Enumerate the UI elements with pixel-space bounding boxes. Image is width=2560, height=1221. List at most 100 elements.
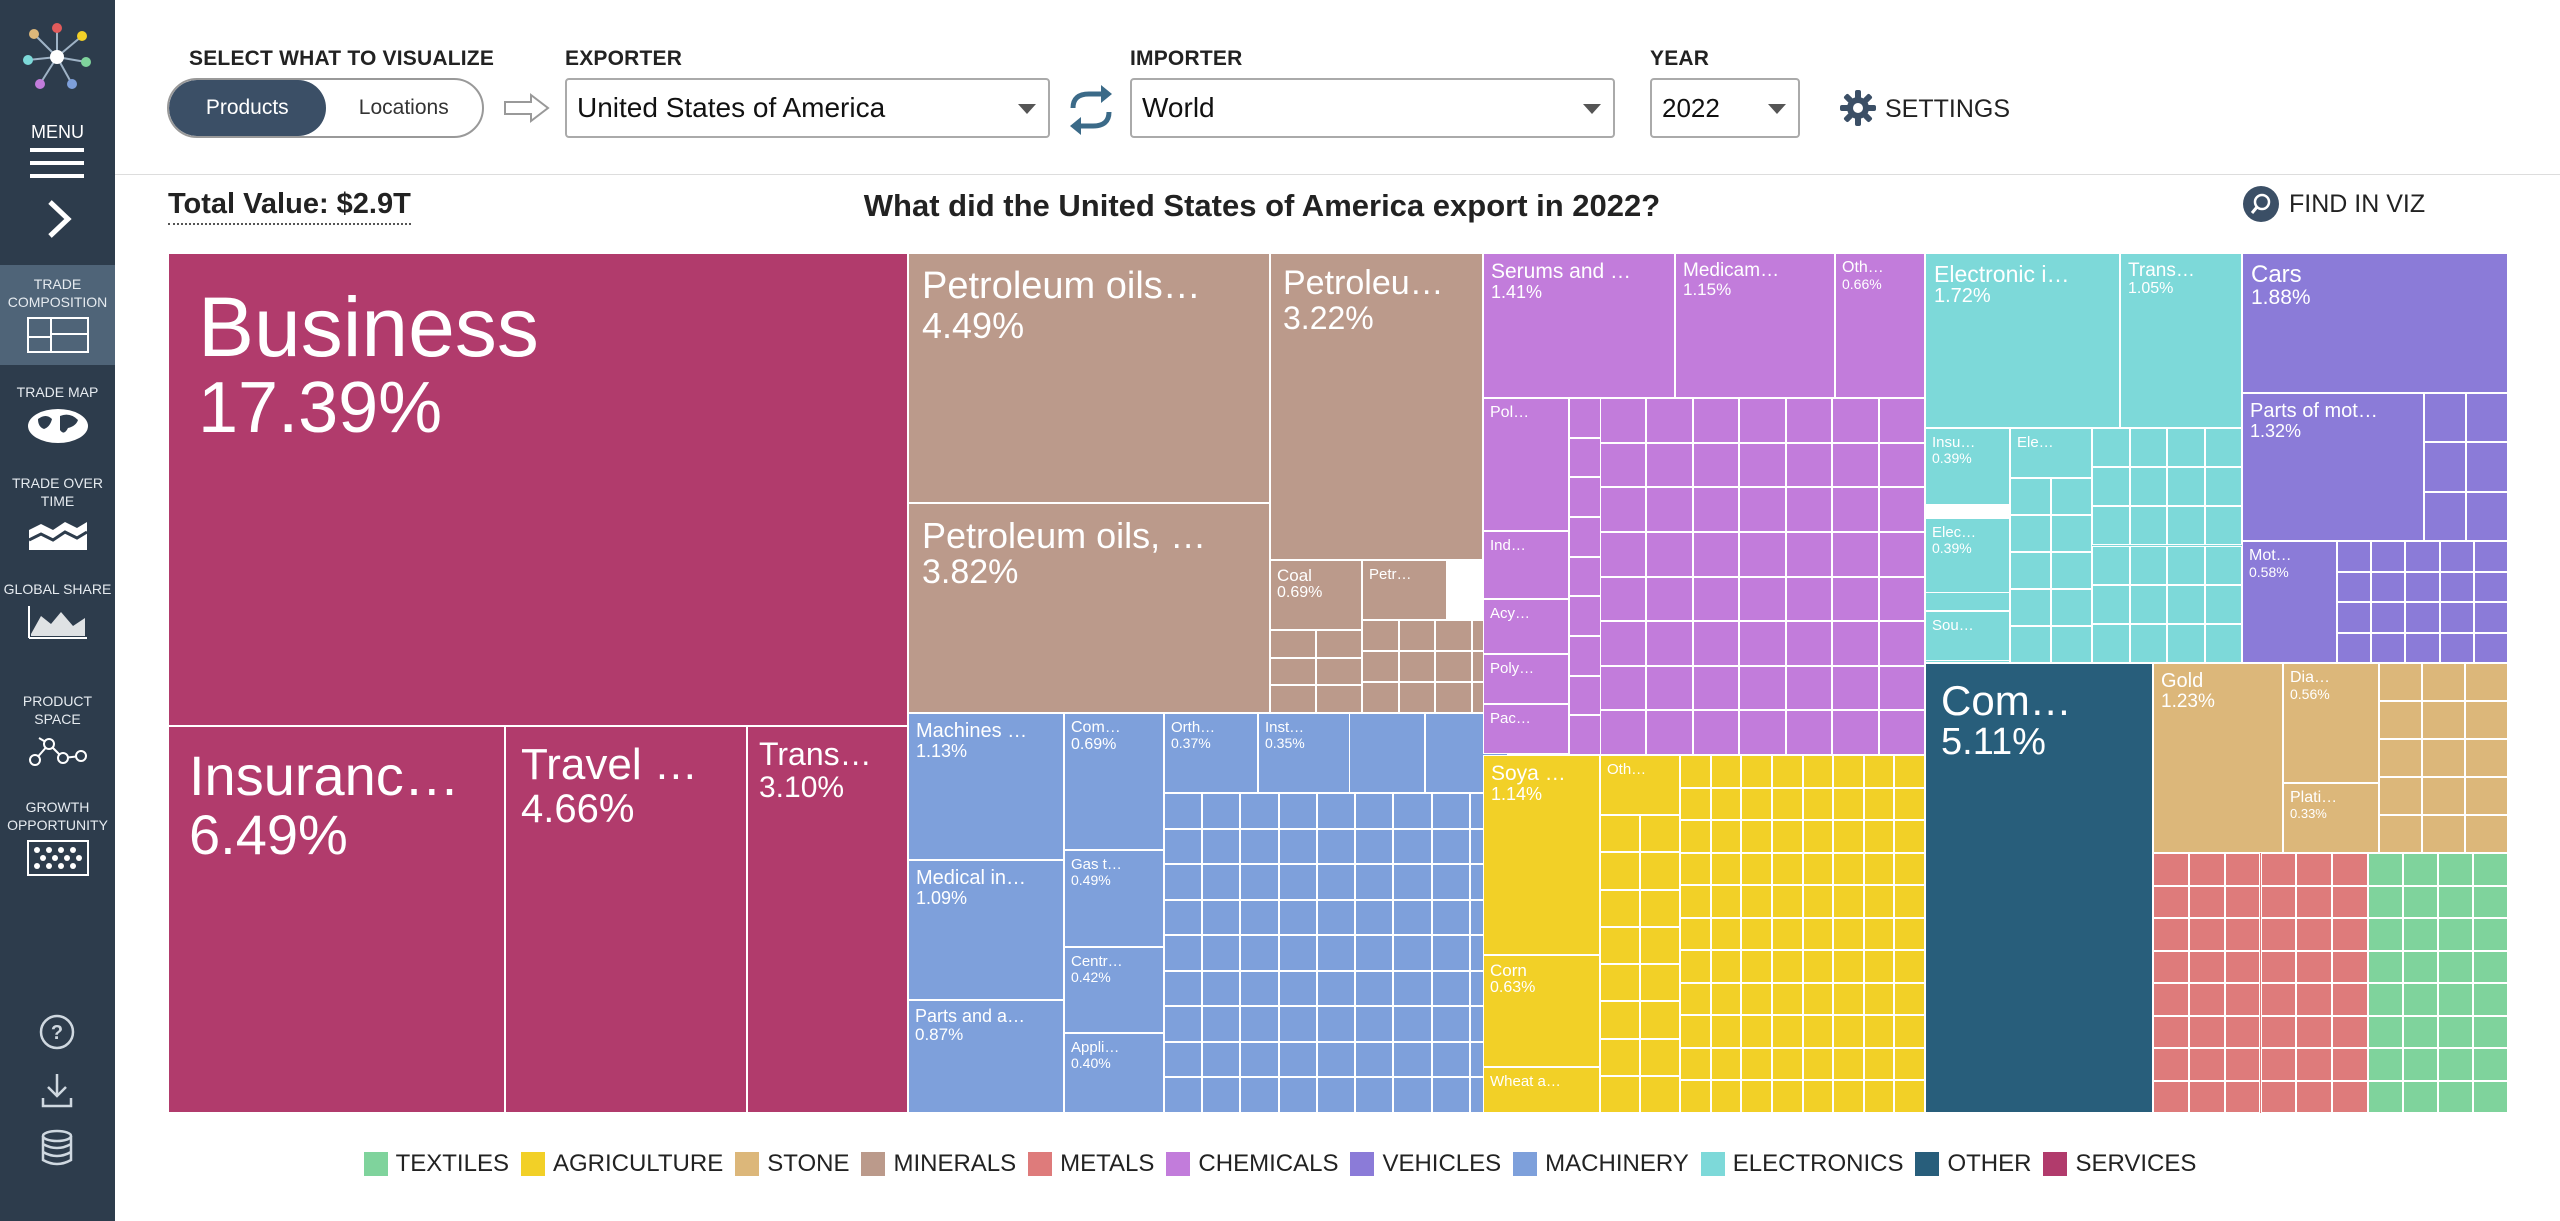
treemap-cell[interactable]: [2153, 853, 2189, 886]
treemap-cell[interactable]: [2439, 571, 2474, 602]
treemap-cell[interactable]: [2092, 545, 2130, 585]
treemap-cell[interactable]: [2010, 589, 2051, 626]
treemap-cell[interactable]: [1202, 935, 1241, 971]
treemap-cell[interactable]: [2465, 663, 2508, 701]
treemap-cell[interactable]: [1398, 620, 1435, 651]
treemap-cell[interactable]: [2379, 777, 2422, 815]
treemap-cell[interactable]: [2438, 885, 2473, 918]
treemap-cell[interactable]: [2439, 632, 2474, 663]
treemap-cell[interactable]: [2403, 1015, 2438, 1048]
treemap-cell-machinery[interactable]: Parts and a… 0.87%: [908, 1000, 1064, 1113]
treemap-cell[interactable]: [1863, 982, 1895, 1016]
treemap-cell[interactable]: [1833, 787, 1864, 821]
treemap-cell[interactable]: [1680, 917, 1711, 951]
treemap-cell[interactable]: [1680, 787, 1711, 821]
treemap-cell[interactable]: [1785, 487, 1833, 532]
treemap-cell[interactable]: [1741, 820, 1772, 853]
total-value[interactable]: Total Value: $2.9T: [168, 188, 411, 225]
treemap-cell[interactable]: [2403, 1048, 2438, 1081]
treemap-cell[interactable]: [2188, 950, 2225, 983]
treemap-cell[interactable]: [2422, 739, 2465, 777]
treemap-cell[interactable]: [1393, 1077, 1432, 1113]
settings-button[interactable]: SETTINGS: [1885, 95, 2011, 123]
treemap-cell[interactable]: [1431, 1077, 1470, 1113]
treemap-cell[interactable]: [1771, 1080, 1803, 1113]
treemap-cell[interactable]: [1771, 885, 1803, 918]
treemap-cell[interactable]: [1833, 950, 1864, 983]
treemap-cell[interactable]: [2092, 623, 2130, 663]
treemap-cell[interactable]: [2260, 983, 2297, 1016]
treemap-cell[interactable]: [2296, 853, 2333, 886]
treemap-cell[interactable]: [2010, 552, 2051, 589]
find-in-viz-button[interactable]: FIND IN VIZ: [2243, 186, 2425, 222]
treemap-cell[interactable]: [1600, 442, 1647, 488]
treemap-cell[interactable]: [2010, 515, 2051, 552]
treemap-cell[interactable]: [2337, 571, 2372, 602]
treemap-cell-electronics[interactable]: Elec… 0.39%: [1925, 518, 2010, 593]
treemap-cell[interactable]: [1278, 793, 1317, 829]
nav-product-space[interactable]: PRODUCT SPACE: [0, 692, 115, 782]
treemap-cell[interactable]: [1646, 665, 1693, 711]
treemap-cell[interactable]: [1894, 852, 1925, 886]
treemap-cell[interactable]: [2167, 584, 2205, 624]
treemap-cell[interactable]: [1240, 1006, 1279, 1042]
treemap-cell[interactable]: [2424, 491, 2466, 541]
treemap-cell[interactable]: [1832, 442, 1879, 488]
treemap-cell[interactable]: [1710, 787, 1742, 821]
treemap-cell[interactable]: [1316, 685, 1362, 713]
treemap-cell[interactable]: [2368, 950, 2403, 983]
treemap-cell[interactable]: [1640, 1001, 1680, 1039]
treemap-cell[interactable]: [2204, 584, 2242, 624]
treemap-cell[interactable]: [1646, 531, 1693, 577]
treemap-cell[interactable]: [2371, 571, 2406, 602]
treemap-cell[interactable]: [2188, 885, 2225, 918]
treemap-cell[interactable]: [1832, 710, 1879, 755]
treemap-cell[interactable]: [1802, 755, 1834, 788]
treemap-cell[interactable]: [1646, 487, 1693, 532]
treemap-cell[interactable]: [1202, 899, 1241, 936]
treemap-cell[interactable]: [1600, 531, 1647, 577]
treemap-cell[interactable]: [1833, 820, 1864, 853]
treemap-cell[interactable]: [1832, 487, 1879, 532]
treemap-cell[interactable]: [2260, 1080, 2297, 1113]
treemap-cell[interactable]: [2153, 1080, 2189, 1113]
treemap-cell[interactable]: [1355, 1006, 1394, 1042]
treemap-cell[interactable]: [2260, 885, 2297, 918]
treemap-cell[interactable]: [1164, 864, 1203, 900]
treemap-cell[interactable]: [1894, 917, 1925, 951]
treemap-cell[interactable]: [2153, 950, 2189, 983]
treemap-cell[interactable]: [1832, 398, 1879, 443]
treemap-cell[interactable]: [1710, 755, 1742, 788]
treemap-cell-services[interactable]: Trans… 3.10%: [747, 726, 908, 1113]
treemap-cell[interactable]: [2368, 1048, 2403, 1081]
treemap-cell[interactable]: [2129, 623, 2167, 663]
treemap-cell[interactable]: [2368, 983, 2403, 1016]
treemap-cell[interactable]: [1278, 1041, 1317, 1078]
treemap-cell[interactable]: [2260, 918, 2297, 951]
treemap-cell[interactable]: [2465, 739, 2508, 777]
year-select[interactable]: 2022: [1650, 78, 1800, 138]
treemap-cell[interactable]: [1640, 852, 1680, 890]
treemap-cell[interactable]: [1600, 1075, 1640, 1113]
treemap-cell-chemicals[interactable]: Ind…: [1483, 531, 1569, 599]
treemap-cell[interactable]: [1362, 682, 1399, 713]
legend-item[interactable]: METALS: [1028, 1150, 1154, 1178]
treemap-cell[interactable]: [1431, 864, 1470, 900]
treemap-cell[interactable]: [2224, 1015, 2261, 1048]
legend-item[interactable]: MINERALS: [861, 1150, 1016, 1178]
treemap-cell[interactable]: [2153, 918, 2189, 951]
treemap-cell[interactable]: [1202, 1041, 1241, 1078]
treemap-cell[interactable]: [1164, 828, 1203, 865]
treemap-cell[interactable]: [2403, 885, 2438, 918]
treemap-cell[interactable]: [1833, 755, 1864, 788]
treemap-cell[interactable]: [2224, 1048, 2261, 1081]
treemap-cell[interactable]: [2337, 632, 2372, 663]
treemap-cell[interactable]: [2224, 1080, 2261, 1113]
nav-trade-composition[interactable]: TRADE COMPOSITION: [0, 265, 115, 365]
treemap-cell-electronics[interactable]: Sou…: [1925, 611, 2010, 661]
treemap-cell[interactable]: [1600, 1038, 1640, 1076]
treemap-cell[interactable]: [1270, 657, 1316, 686]
legend-item[interactable]: OTHER: [1915, 1150, 2031, 1178]
treemap-cell[interactable]: [2188, 918, 2225, 951]
treemap-cell[interactable]: [2010, 626, 2051, 663]
